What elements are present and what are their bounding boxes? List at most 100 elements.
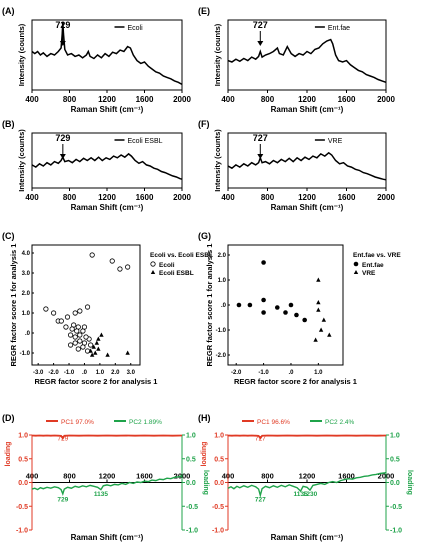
x-axis-label: Raman Shift (cm⁻¹): [271, 105, 344, 114]
y-tick-label-left: 0.5: [214, 456, 224, 463]
peak-arrow-head: [59, 41, 66, 46]
scatter-point-circle: [125, 264, 131, 270]
y-tick-label: 3.0: [22, 271, 31, 277]
scatter-point-circle: [72, 334, 78, 340]
y-axis-label-left: loading: [201, 442, 208, 467]
x-tick-label: 800: [63, 472, 76, 481]
scatter-point-circle: [69, 326, 75, 332]
x-axis-label: Raman Shift (cm⁻¹): [71, 533, 144, 542]
x-tick-label: 2000: [173, 95, 191, 104]
legend-entry: Ecoli ESBL: [128, 138, 163, 145]
x-tick-label: 400: [221, 193, 235, 202]
x-axis-label: Raman Shift (cm⁻¹): [271, 203, 344, 212]
x-tick-label: 400: [25, 95, 39, 104]
legend-title: Ecoli vs. Ecoli ESBL: [150, 252, 213, 259]
y-tick-label: 4.0: [22, 251, 31, 257]
y-tick-label-right: 1.0: [186, 433, 196, 440]
y-axis-label: REGR factor score 1 for analysis 1: [9, 244, 18, 367]
scatter-point-circle: [80, 344, 86, 350]
peak-arrow-head: [257, 154, 264, 159]
y-axis-label-right: loading: [406, 470, 413, 495]
x-tick-label: -2.0: [48, 370, 59, 376]
y-axis-label-right: loading: [202, 470, 209, 495]
legend-marker-circle: [150, 261, 156, 267]
scatter-point-circle: [75, 346, 81, 352]
scatter-point-triangle: [316, 300, 321, 305]
scatter-point-triangle: [99, 332, 104, 337]
y-axis-label: Intensity (counts): [213, 23, 222, 86]
y-tick-label-right: 0.5: [186, 456, 196, 463]
legend-entry: Ecoli: [128, 25, 144, 32]
y-tick-label-left: 0.0: [214, 480, 224, 487]
peak-label: 729: [55, 20, 70, 30]
x-tick-label: -3.0: [33, 370, 44, 376]
legend-pc1: PC1 96.6%: [257, 419, 290, 426]
scatter-point-circle: [74, 328, 80, 334]
scatter-point-circle: [109, 258, 115, 264]
legend-entry: Ecoli ESBL: [159, 270, 194, 277]
x-tick-label: 2000: [173, 193, 191, 202]
y-tick-label-left: -1.0: [212, 528, 224, 535]
spectrum-line: [31, 22, 183, 86]
scatter-point-circle: [77, 332, 83, 338]
y-tick-label-right: -0.5: [186, 504, 198, 511]
y-tick-label-left: 1.0: [214, 433, 224, 440]
y-tick-label-left: -0.5: [212, 504, 224, 511]
spectrum-line: [31, 152, 183, 180]
scatter-point-triangle: [316, 277, 321, 282]
x-tick-label: 1200: [299, 472, 316, 481]
x-axis-label: REGR factor score 2 for analysis 1: [35, 377, 158, 386]
x-tick-label: 1200: [98, 95, 116, 104]
scatter-point-circle: [77, 308, 83, 314]
x-axis-label: Raman Shift (cm⁻¹): [71, 105, 144, 114]
pc2-line: [31, 475, 183, 496]
scatter-point-triangle: [89, 352, 95, 357]
pc1-peak-label: 729: [57, 436, 68, 443]
scatter-point-circle: [77, 338, 83, 344]
legend-pc2: PC2 2.4%: [325, 419, 354, 426]
y-axis-label: Intensity (counts): [213, 129, 222, 192]
panel-label-h: (H): [198, 413, 211, 423]
x-tick-label: 1600: [338, 472, 355, 481]
pc2-peak-label: 729: [57, 497, 68, 504]
y-axis-label: Intensity (counts): [17, 129, 26, 192]
scatter-point-circle: [88, 342, 94, 348]
legend-marker-circle: [353, 261, 359, 267]
y-tick-label-right: 0.5: [390, 456, 400, 463]
y-tick-label-right: 1.0: [390, 433, 400, 440]
x-tick-label: 400: [221, 95, 235, 104]
pc1-peak-label: 727: [255, 436, 266, 443]
x-axis-label: Raman Shift (cm⁻¹): [271, 533, 344, 542]
legend-pc2: PC2 1.89%: [129, 419, 162, 426]
pc2-line: [227, 471, 387, 498]
scatter-point-circle: [43, 306, 49, 312]
scatter-point-circle: [67, 342, 74, 348]
scatter-point-circle: [83, 334, 89, 340]
x-tick-label: 1600: [136, 472, 153, 481]
y-tick-label-right: 0.0: [186, 480, 196, 487]
x-tick-label: 1200: [298, 95, 316, 104]
scatter-point-circle: [261, 260, 266, 265]
x-tick-label: 1.0: [96, 370, 105, 376]
y-tick-label: -1.0: [20, 351, 31, 357]
y-tick-label-left: 1.0: [18, 433, 28, 440]
scatter-point-circle: [89, 252, 95, 258]
legend-entry: Ent.fae: [362, 262, 384, 269]
scatter-point-circle: [67, 332, 74, 338]
scatter-point-circle: [50, 310, 57, 316]
x-tick-label: 800: [261, 472, 274, 481]
peak-label: 729: [55, 133, 70, 143]
scatter-point-triangle: [105, 352, 110, 357]
scatter-point-circle: [64, 314, 71, 320]
x-tick-label: 1600: [136, 193, 154, 202]
scatter-point-circle: [236, 302, 242, 308]
pc2-peak-label: 1230: [303, 491, 318, 498]
y-tick-label: -2.0: [216, 353, 227, 359]
x-tick-label: 400: [25, 193, 39, 202]
x-tick-label: 2000: [377, 95, 395, 104]
legend-entry: VRE: [328, 138, 343, 145]
x-tick-label: 2.0: [111, 370, 120, 376]
y-tick-label-right: -1.0: [390, 528, 402, 535]
scatter-point-circle: [261, 297, 266, 303]
scatter-point-triangle: [91, 344, 96, 349]
